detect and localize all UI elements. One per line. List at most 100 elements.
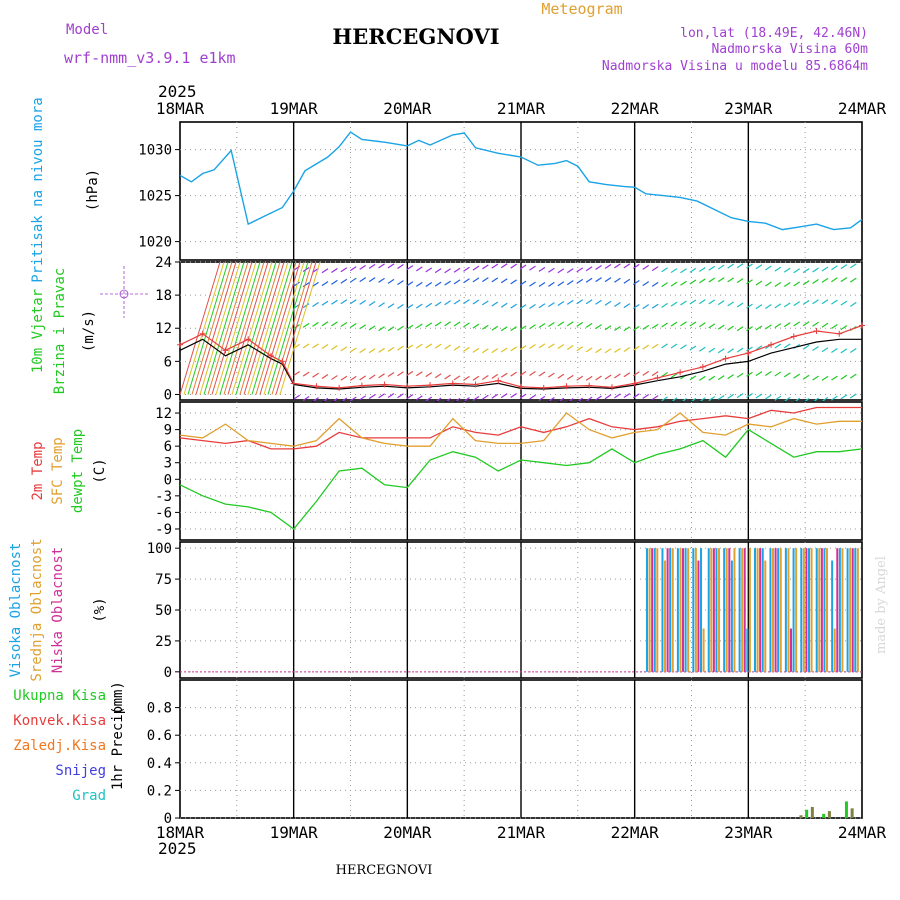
- wind-barb: [708, 299, 716, 305]
- y-tick-label: 75: [155, 572, 172, 588]
- wind-barb: [349, 375, 357, 381]
- wind-barb: [840, 277, 848, 283]
- cloud-bar: [790, 628, 793, 672]
- y-tick-label: 0: [164, 387, 172, 403]
- wind-barb: [614, 302, 621, 308]
- cloud-bar: [833, 628, 836, 672]
- wind-barb: [491, 393, 499, 399]
- wind-gust-line: [179, 324, 863, 389]
- lonlat-label: lon,lat (18.49E, 42.46N): [680, 26, 868, 41]
- wind-barb: [849, 373, 857, 379]
- wind-barb: [425, 322, 433, 328]
- y-tick-label: -9: [155, 522, 172, 538]
- wind-barb: [670, 321, 678, 327]
- wind-barb: [755, 304, 763, 310]
- wind-barb: [585, 396, 593, 402]
- cloud-bar: [826, 548, 829, 672]
- y-tick-label: 1025: [138, 189, 172, 205]
- wind-barb: [632, 279, 640, 285]
- cloud-bar: [697, 560, 700, 672]
- wind-barb: [604, 325, 612, 331]
- cloud-bar: [810, 548, 813, 672]
- precip-bar: [850, 808, 854, 818]
- wind-barb: [444, 374, 451, 380]
- x-tick-label-bottom: 24MAR: [838, 823, 887, 842]
- wind-barb: [812, 375, 819, 381]
- wind-barb: [557, 373, 565, 379]
- y-tick-label: 50: [155, 603, 172, 619]
- wind-barb: [689, 299, 697, 305]
- wind-barb: [548, 397, 555, 403]
- wind-barb: [623, 263, 631, 269]
- wind-barb: [642, 344, 650, 350]
- wind-barb: [755, 325, 763, 331]
- wind-barb: [406, 265, 414, 271]
- wind-gust-marker: [836, 330, 843, 337]
- wind-side-label-2: Brzina i Pravac: [52, 268, 68, 394]
- wind-barb: [614, 326, 621, 332]
- y-tick-label: 0.8: [147, 701, 172, 717]
- wind-barb: [736, 393, 744, 399]
- model-elevation-label: Nadmorska Visina u modelu 85.6864m: [602, 59, 868, 74]
- wind-barb: [755, 371, 763, 377]
- wind-barb: [472, 347, 480, 353]
- wind-barb: [312, 343, 319, 349]
- wind-barb: [802, 344, 810, 350]
- precip-legend-item: Grad: [72, 788, 106, 804]
- y-tick-label: 0.6: [147, 728, 172, 744]
- wind-gust-marker: [540, 384, 547, 391]
- wind-barb: [538, 323, 546, 329]
- wind-barb: [312, 302, 319, 308]
- wind-barb: [538, 371, 546, 377]
- wind-barb: [802, 321, 810, 327]
- wind-barb: [378, 326, 385, 332]
- wind-gust-marker: [608, 384, 615, 391]
- wind-barb: [699, 278, 706, 284]
- wind-barb: [340, 346, 348, 352]
- wind-panel: 0 6 12 18 24: [155, 255, 865, 403]
- wind-barb: [699, 397, 706, 403]
- wind-barb: [793, 373, 801, 379]
- wind-gust-marker: [699, 363, 706, 370]
- wind-gust-marker: [813, 328, 820, 334]
- y-tick-label: 0.4: [147, 756, 172, 772]
- wind-barb: [425, 302, 433, 308]
- wind-barb: [840, 348, 848, 354]
- wind-barb: [302, 303, 310, 309]
- wind-barb: [765, 324, 772, 330]
- wind-hatch: [215, 261, 257, 395]
- cloud-bar: [764, 560, 767, 672]
- wind-barb: [482, 375, 489, 381]
- wind-barb: [312, 372, 319, 378]
- wind-gust-marker: [677, 369, 684, 376]
- wind-barb: [614, 393, 621, 399]
- wind-gust-marker: [722, 355, 729, 362]
- elevation-label: Nadmorska Visina 60m: [711, 42, 868, 57]
- temp-side-label: 2m Temp: [30, 441, 46, 500]
- cloud-bar: [815, 548, 818, 672]
- wind-gust-marker: [313, 383, 320, 390]
- wind-barb: [557, 300, 565, 306]
- wind-barb: [415, 343, 423, 349]
- wind-barb: [510, 303, 517, 309]
- wind-barb: [736, 347, 744, 353]
- wind-barb: [661, 396, 668, 402]
- wind-barb: [368, 277, 376, 283]
- wind-barb: [557, 343, 565, 349]
- cloud-bar: [646, 548, 649, 672]
- x-axis-bottom: 18MAR 19MAR 20MAR 21MAR 22MAR 23MAR 24MAR: [156, 823, 887, 842]
- wind-hatch: [259, 261, 301, 395]
- wind-hatch: [179, 261, 221, 395]
- cloud-bar: [777, 548, 780, 672]
- wind-barb: [368, 263, 376, 269]
- wind-barb: [642, 394, 650, 400]
- wind-speed-line: [179, 338, 862, 390]
- wind-barb: [397, 264, 404, 270]
- wind-barb: [783, 281, 791, 287]
- temp-unit: (C): [92, 458, 108, 483]
- wind-barb: [623, 303, 631, 309]
- wind-gust-marker: [631, 380, 638, 387]
- wind-barb: [736, 326, 744, 332]
- wind-barb: [482, 264, 489, 270]
